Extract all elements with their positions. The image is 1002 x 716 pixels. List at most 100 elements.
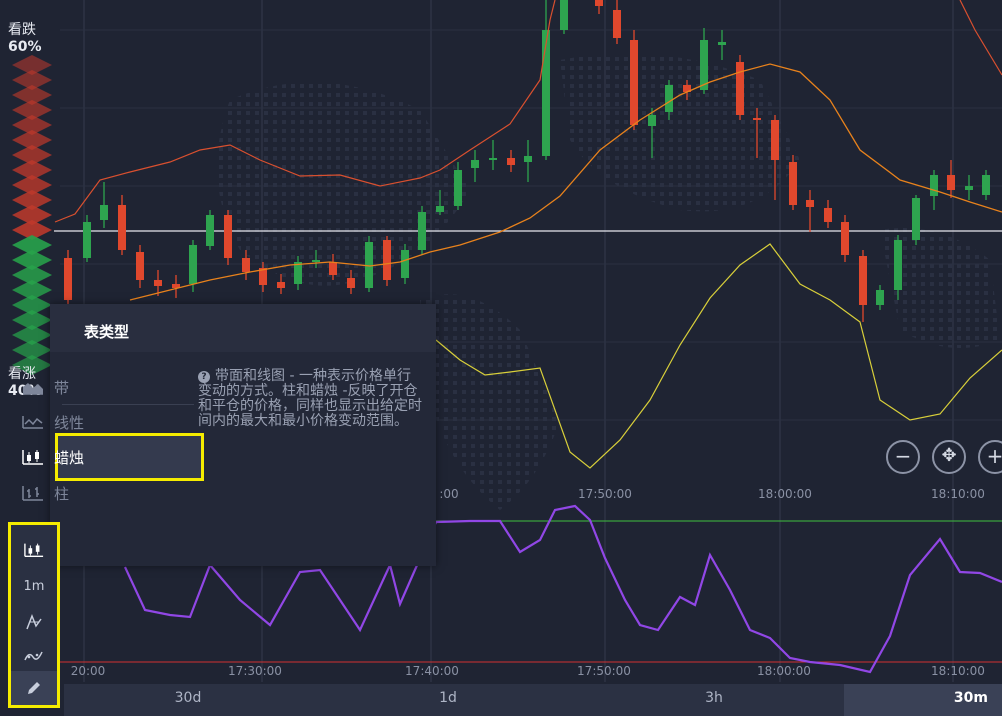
time-tick-label: 18:00:00 bbox=[758, 487, 812, 501]
sentiment-chevron bbox=[12, 235, 52, 255]
indicators-button[interactable] bbox=[11, 605, 57, 639]
time-tick-label: 17:50:00 bbox=[577, 664, 631, 678]
chart-type-candle[interactable]: 蜡烛 bbox=[12, 440, 142, 474]
bollinger-lower-line bbox=[435, 243, 1002, 469]
drawing-tool-button[interactable] bbox=[11, 671, 57, 705]
timeframe-30m[interactable]: 30m bbox=[844, 684, 1002, 716]
sentiment-chevron bbox=[12, 280, 52, 300]
candle-down bbox=[118, 205, 126, 250]
sentiment-chevron bbox=[12, 250, 52, 270]
sentiment-chevron bbox=[12, 160, 52, 180]
candle-down bbox=[947, 175, 955, 190]
candle-down bbox=[136, 252, 144, 280]
indicator-lines bbox=[54, 0, 1002, 469]
sentiment-chevron bbox=[12, 340, 52, 360]
candle-down bbox=[595, 0, 603, 6]
timeframe-30d[interactable]: 30d bbox=[174, 690, 202, 706]
area-chart-icon bbox=[23, 383, 43, 395]
timeframe-bar: 30d 1d 3h 30m bbox=[64, 684, 1002, 716]
candle-down bbox=[630, 40, 638, 125]
candle-up bbox=[560, 0, 568, 30]
candle-up bbox=[294, 262, 302, 284]
bollinger-upper-line-right bbox=[959, 0, 1002, 76]
chart-type-description: ? 带面和线图 - 一种表示价格单行变动的方式。柱和蜡烛 -反映了开仓和平仓的价格… bbox=[198, 369, 423, 429]
candle-up bbox=[206, 215, 214, 246]
time-tick-label: 17:50:00 bbox=[578, 487, 632, 501]
sentiment-chevron bbox=[12, 310, 52, 330]
candle-up bbox=[542, 30, 550, 156]
analysis-button[interactable] bbox=[11, 639, 57, 673]
help-icon: ? bbox=[198, 371, 210, 383]
chart-type-bar[interactable]: 柱 bbox=[12, 476, 142, 510]
chart-type-bar-label: 柱 bbox=[54, 484, 70, 503]
sentiment-chevron bbox=[12, 55, 52, 75]
chart-toolbar: 1m bbox=[8, 522, 60, 708]
sentiment-chevron bbox=[12, 145, 52, 165]
candle-down bbox=[683, 85, 691, 92]
sentiment-chevron bbox=[12, 130, 52, 150]
candle-up bbox=[100, 205, 108, 220]
time-tick-label: 17:40:00 bbox=[405, 664, 459, 678]
wave-icon bbox=[24, 651, 43, 661]
candle-down bbox=[789, 162, 797, 205]
chart-type-area[interactable]: 带 bbox=[12, 370, 142, 404]
sentiment-chevron bbox=[12, 325, 52, 345]
candle-down bbox=[736, 62, 744, 115]
candle-up bbox=[982, 175, 990, 195]
chart-type-line[interactable]: 线性 bbox=[12, 405, 142, 439]
moving-average-line bbox=[129, 63, 1002, 301]
time-tick-label: 20:00 bbox=[71, 664, 106, 678]
zoom-in-button[interactable]: + bbox=[978, 440, 1002, 474]
candle-up bbox=[454, 170, 462, 206]
map-continent bbox=[420, 294, 560, 510]
zoom-out-button[interactable]: − bbox=[886, 440, 920, 474]
chart-type-area-label: 带 bbox=[54, 378, 70, 397]
timeframe-3h[interactable]: 3h bbox=[705, 690, 723, 706]
popup-title: 表类型 bbox=[84, 323, 130, 341]
oscillator-panel bbox=[60, 504, 1002, 674]
candle-down bbox=[242, 258, 250, 272]
chart-type-button[interactable] bbox=[11, 533, 57, 567]
candle-up bbox=[700, 40, 708, 90]
chart-type-candle-label: 蜡烛 bbox=[54, 448, 85, 467]
candle-up bbox=[665, 85, 673, 112]
candle-up bbox=[401, 250, 409, 278]
timeframe-button[interactable]: 1m bbox=[23, 578, 45, 594]
bar-chart-icon bbox=[22, 486, 43, 501]
timeframe-1d[interactable]: 1d bbox=[439, 690, 457, 706]
candle-up bbox=[876, 290, 884, 305]
candle-down bbox=[613, 10, 621, 38]
candle-up bbox=[312, 260, 320, 262]
candle-up bbox=[524, 156, 532, 162]
map-continent bbox=[217, 82, 470, 286]
center-chart-button[interactable]: ✥ bbox=[932, 440, 966, 474]
bear-sentiment: 看跌 60% bbox=[8, 22, 52, 56]
candle-up bbox=[418, 212, 426, 250]
chart-type-candle-highlight bbox=[55, 433, 204, 481]
candle-down bbox=[859, 256, 867, 305]
bollinger-upper-line bbox=[54, 0, 556, 223]
sentiment-chevron bbox=[12, 70, 52, 90]
candle-down bbox=[507, 158, 515, 165]
candle-down bbox=[224, 215, 232, 258]
bear-percent: 60% bbox=[8, 39, 42, 55]
sentiment-chevron bbox=[12, 205, 52, 225]
sentiment-chevron bbox=[12, 355, 52, 375]
sentiment-chevron bbox=[12, 85, 52, 105]
candle-down bbox=[329, 262, 337, 275]
candles bbox=[64, 0, 990, 322]
candle-down bbox=[277, 282, 285, 288]
indicator-icon bbox=[26, 613, 42, 630]
line-chart-icon bbox=[22, 416, 43, 429]
world-map-background bbox=[217, 53, 1000, 510]
candlestick-icon bbox=[24, 543, 44, 558]
bull-label: 看涨 bbox=[8, 366, 36, 382]
divider bbox=[62, 404, 194, 405]
candle-up bbox=[189, 245, 197, 284]
candlestick-icon bbox=[22, 450, 43, 465]
time-tick-label: 18:00:00 bbox=[757, 664, 811, 678]
candle-down bbox=[841, 222, 849, 255]
description-text: 带面和线图 - 一种表示价格单行变动的方式。柱和蜡烛 -反映了开仓和平仓的价格，… bbox=[198, 368, 422, 429]
time-tick-label: 18:10:00 bbox=[931, 487, 985, 501]
sentiment-arrows bbox=[12, 55, 52, 375]
